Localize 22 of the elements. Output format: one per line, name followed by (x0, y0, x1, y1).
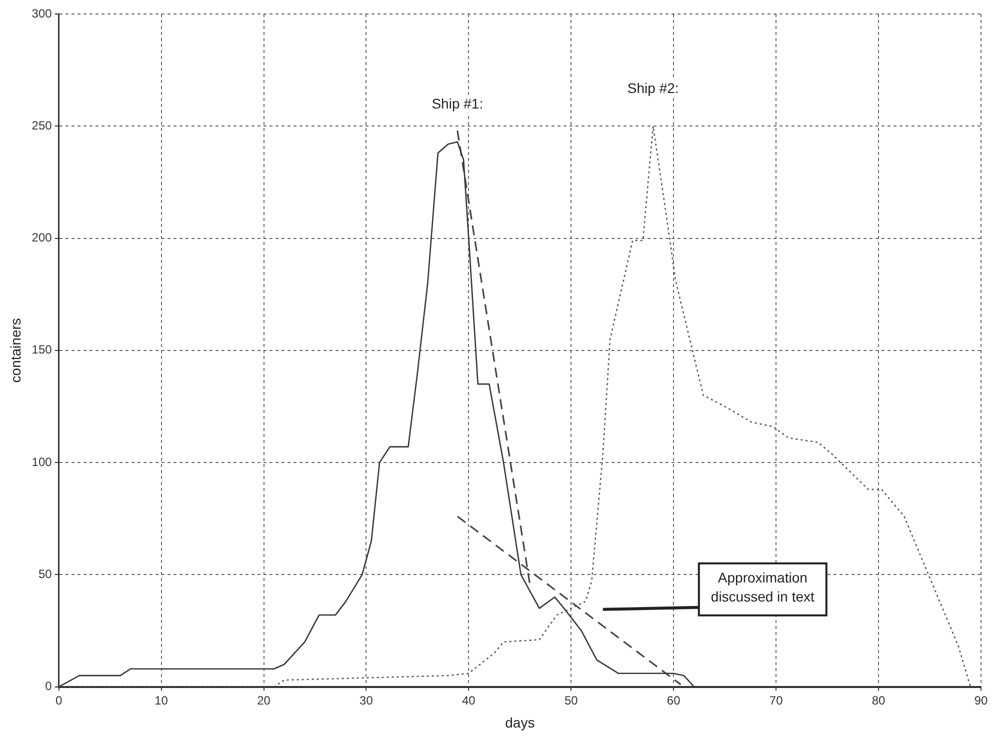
text: Ship #1: (432, 96, 484, 112)
x-tick-label: 60 (666, 693, 681, 708)
y-tick-label: 250 (32, 118, 52, 132)
x-tick-label: 70 (769, 693, 784, 708)
x-tick-label: 40 (462, 693, 476, 708)
text: Ship #2: (627, 80, 679, 96)
x-axis-title: days (505, 714, 535, 730)
y-axis-title: containers (7, 318, 24, 383)
y-tick-label: 100 (32, 454, 52, 469)
y-tick-label: 50 (38, 566, 52, 581)
x-tick-label: 80 (872, 693, 886, 708)
x-tick-label: 20 (257, 693, 271, 708)
y-tick-label: 300 (32, 6, 52, 20)
annotation: Approximation discussed in text (710, 569, 815, 604)
x-tick-label: 30 (360, 693, 374, 708)
x-tick-label: 10 (154, 693, 168, 708)
y-tick-label: 150 (32, 342, 52, 357)
x-tick-label: 90 (974, 693, 988, 708)
y-tick-label: 0 (45, 679, 52, 694)
x-tick-label: 0 (55, 693, 62, 708)
y-tick-label: 200 (32, 230, 52, 245)
x-tick-label: 50 (564, 693, 578, 708)
